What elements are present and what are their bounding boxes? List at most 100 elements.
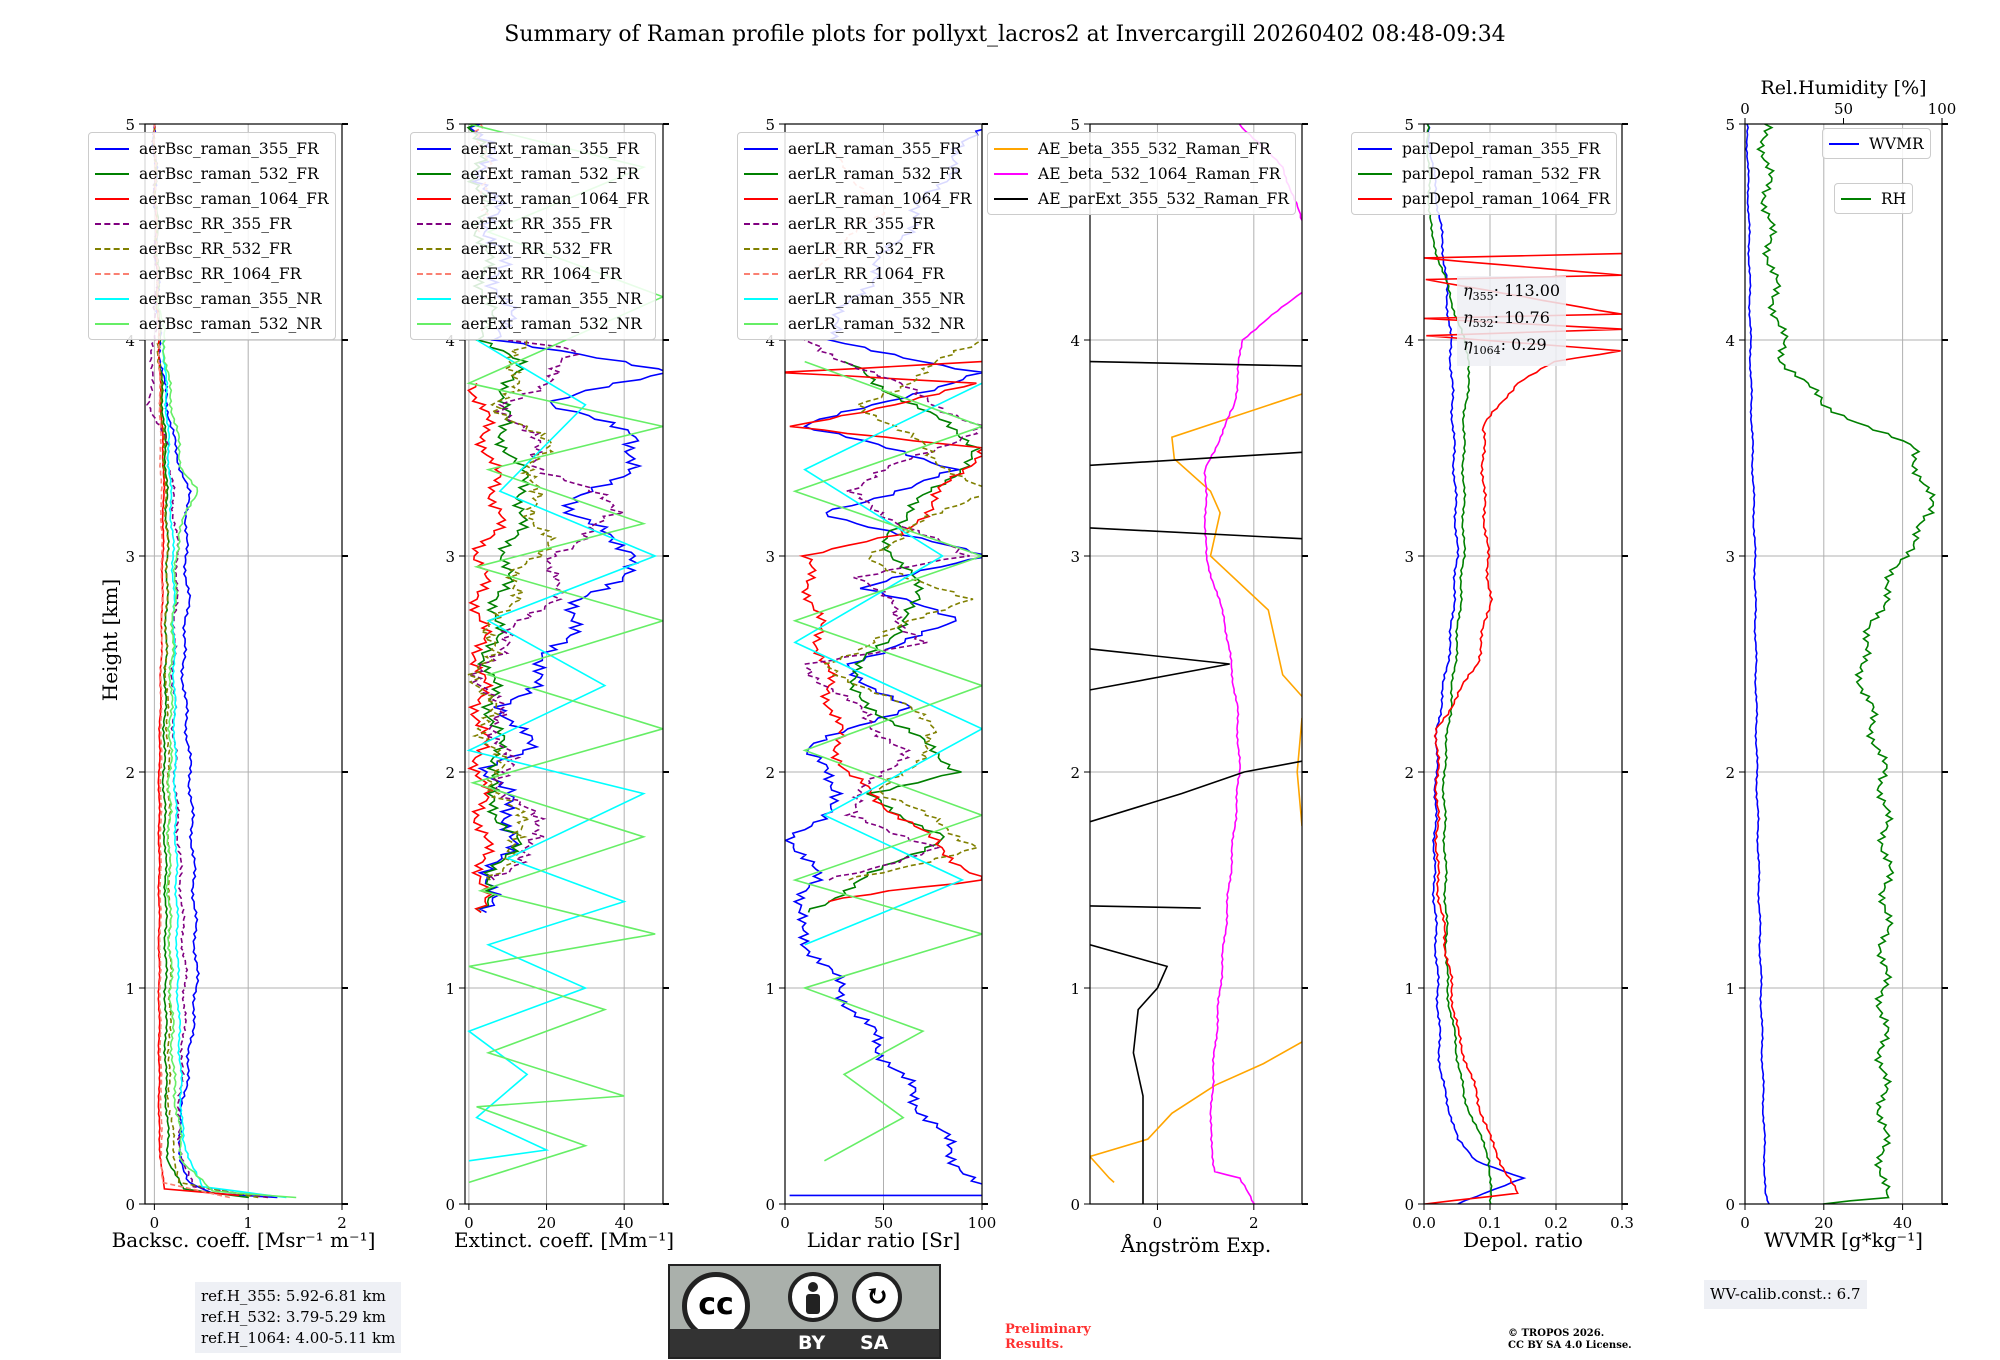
series-line-aerExt_raman_1064_FR (467, 382, 507, 914)
series-line-RH (1756, 124, 1936, 1204)
by-label: BY (798, 1332, 826, 1354)
y-tick-label: 2 (445, 764, 455, 782)
x-tick-label: 20 (537, 1214, 556, 1232)
y-tick-label: 1 (1725, 980, 1735, 998)
legend-swatch (95, 172, 129, 175)
legend-label: AE_parExt_355_532_Raman_FR (1038, 189, 1289, 208)
copyright-line-1: © TROPOS 2026. (1508, 1328, 1605, 1339)
legend-label: aerBsc_raman_532_NR (139, 314, 322, 333)
legend-label: WVMR (1869, 134, 1924, 153)
preliminary-line-1: Preliminary (1005, 1322, 1091, 1337)
y-tick-label: 3 (1725, 548, 1735, 566)
legend-label: aerLR_RR_355_FR (788, 214, 935, 233)
legend-entry: aerExt_raman_355_FR (417, 136, 649, 161)
legend-swatch (95, 272, 129, 275)
legend-swatch (1358, 172, 1392, 175)
legend-entry: aerExt_raman_532_NR (417, 311, 649, 336)
y-tick-label: 1 (765, 980, 775, 998)
legend-swatch (744, 222, 778, 225)
legend-swatch (744, 147, 778, 150)
eta-value: 0.29 (1511, 335, 1547, 355)
legend-swatch (95, 197, 129, 200)
series-line-aerLR_raman_532_NR (792, 360, 982, 1162)
series-line-WVMR (1745, 124, 1770, 1204)
series-line-aerBsc_RR_1064_FR (152, 124, 230, 1199)
copyright-line-2: CC BY SA 4.0 License. (1508, 1340, 1632, 1351)
legend-entry: aerBsc_raman_532_NR (95, 311, 329, 336)
legend-label: aerExt_RR_355_FR (461, 214, 612, 233)
eta-value: 113.00 (1504, 281, 1561, 300)
axes-frame (464, 123, 664, 1205)
series-line-AE_parExt_355_532_Raman_FR (1090, 451, 1302, 467)
series-line-aerLR_raman_355_NR (793, 382, 982, 946)
y-tick-label: 0 (1404, 1196, 1414, 1214)
series-line-AE_parExt_355_532_Raman_FR (1090, 360, 1302, 367)
x-axis-label: Backsc. coeff. [Msr⁻¹ m⁻¹] (111, 1228, 376, 1252)
legend-label: aerLR_raman_355_FR (788, 139, 962, 158)
eta-532: η532: 10.76 (1463, 308, 1550, 331)
legend-entry: parDepol_raman_1064_FR (1358, 186, 1610, 211)
legend-entry: AE_beta_532_1064_Raman_FR (994, 161, 1289, 186)
x-tick-label: 40 (615, 1214, 634, 1232)
legend-swatch (744, 322, 778, 325)
figure-title: Summary of Raman profile plots for polly… (504, 22, 1506, 47)
series-group (1424, 124, 1622, 1204)
series-line-AE_beta_355_532_Raman_FR (1296, 717, 1302, 827)
y-tick-label: 3 (445, 548, 455, 566)
legend-label: aerExt_raman_355_NR (461, 289, 642, 308)
preliminary-line-2: Results. (1005, 1337, 1064, 1352)
x-tick-label: 0.2 (1544, 1214, 1568, 1232)
y-tick-label: 2 (765, 764, 775, 782)
x-tick-label: 0 (780, 1214, 790, 1232)
axes-frame (1744, 123, 1943, 1205)
y-tick-label: 3 (765, 548, 775, 566)
series-group (1745, 124, 1936, 1204)
legend-label: aerLR_RR_1064_FR (788, 264, 945, 283)
panel-ae (1084, 123, 1308, 1210)
series-line-AE_beta_355_532_Raman_FR (1171, 393, 1302, 697)
axes-frame (784, 123, 983, 1205)
y-tick-label: 5 (1725, 116, 1735, 134)
legend-label: parDepol_raman_1064_FR (1402, 189, 1611, 208)
legend-entry: aerExt_raman_1064_FR (417, 186, 649, 211)
y-tick-label: 2 (1404, 764, 1414, 782)
y-tick-label: 3 (125, 548, 135, 566)
legend-swatch (994, 172, 1028, 175)
y-tick-label: 5 (125, 116, 135, 134)
legend: aerBsc_raman_355_FR aerBsc_raman_532_FR ae… (88, 132, 336, 340)
series-line-aerExt_raman_532_NR (466, 124, 663, 1184)
top-x-axis-label: Rel.Humidity [%] (1760, 77, 1926, 99)
y-tick-label: 4 (1725, 332, 1735, 350)
legend-entry: aerLR_raman_355_FR (744, 136, 971, 161)
series-line-aerLR_RR_532_FR (823, 339, 982, 881)
legend-entry: aerExt_raman_532_FR (417, 161, 649, 186)
legend-entry: aerLR_raman_532_NR (744, 311, 971, 336)
series-line-parDepol_raman_1064_FR (1424, 252, 1622, 1204)
legend-entry: aerBsc_raman_532_FR (95, 161, 329, 186)
legend-swatch (1358, 197, 1392, 200)
series-line-aerExt_RR_532_FR (465, 339, 557, 881)
legend-label: AE_beta_355_532_Raman_FR (1038, 139, 1271, 158)
series-line-AE_parExt_355_532_Raman_FR (1090, 648, 1230, 691)
top-x-tick-label: 100 (1928, 100, 1957, 118)
legend-entry: WVMR (1829, 131, 1924, 156)
cc-by-sa-logo: cc ↻ BY SA (668, 1264, 941, 1359)
legend-label: aerExt_RR_532_FR (461, 239, 612, 258)
x-tick-label: 0 (1740, 1214, 1750, 1232)
legend-entry: RH (1841, 186, 1906, 211)
series-group (1090, 124, 1302, 1204)
x-tick-label: 0.0 (1412, 1214, 1436, 1232)
eta-355: η355: 113.00 (1463, 281, 1561, 304)
legend-entry: aerBsc_raman_355_NR (95, 286, 329, 311)
sa-share-icon: ↻ (852, 1272, 902, 1322)
legend-swatch (417, 272, 451, 275)
legend-entry: aerLR_raman_532_FR (744, 161, 971, 186)
legend-swatch (95, 147, 129, 150)
legend-entry: aerBsc_RR_1064_FR (95, 261, 329, 286)
y-tick-label: 2 (1725, 764, 1735, 782)
legend-swatch (744, 297, 778, 300)
y-tick-label: 3 (1404, 548, 1414, 566)
legend-label: aerLR_raman_532_NR (788, 314, 965, 333)
y-tick-label: 3 (1070, 548, 1080, 566)
